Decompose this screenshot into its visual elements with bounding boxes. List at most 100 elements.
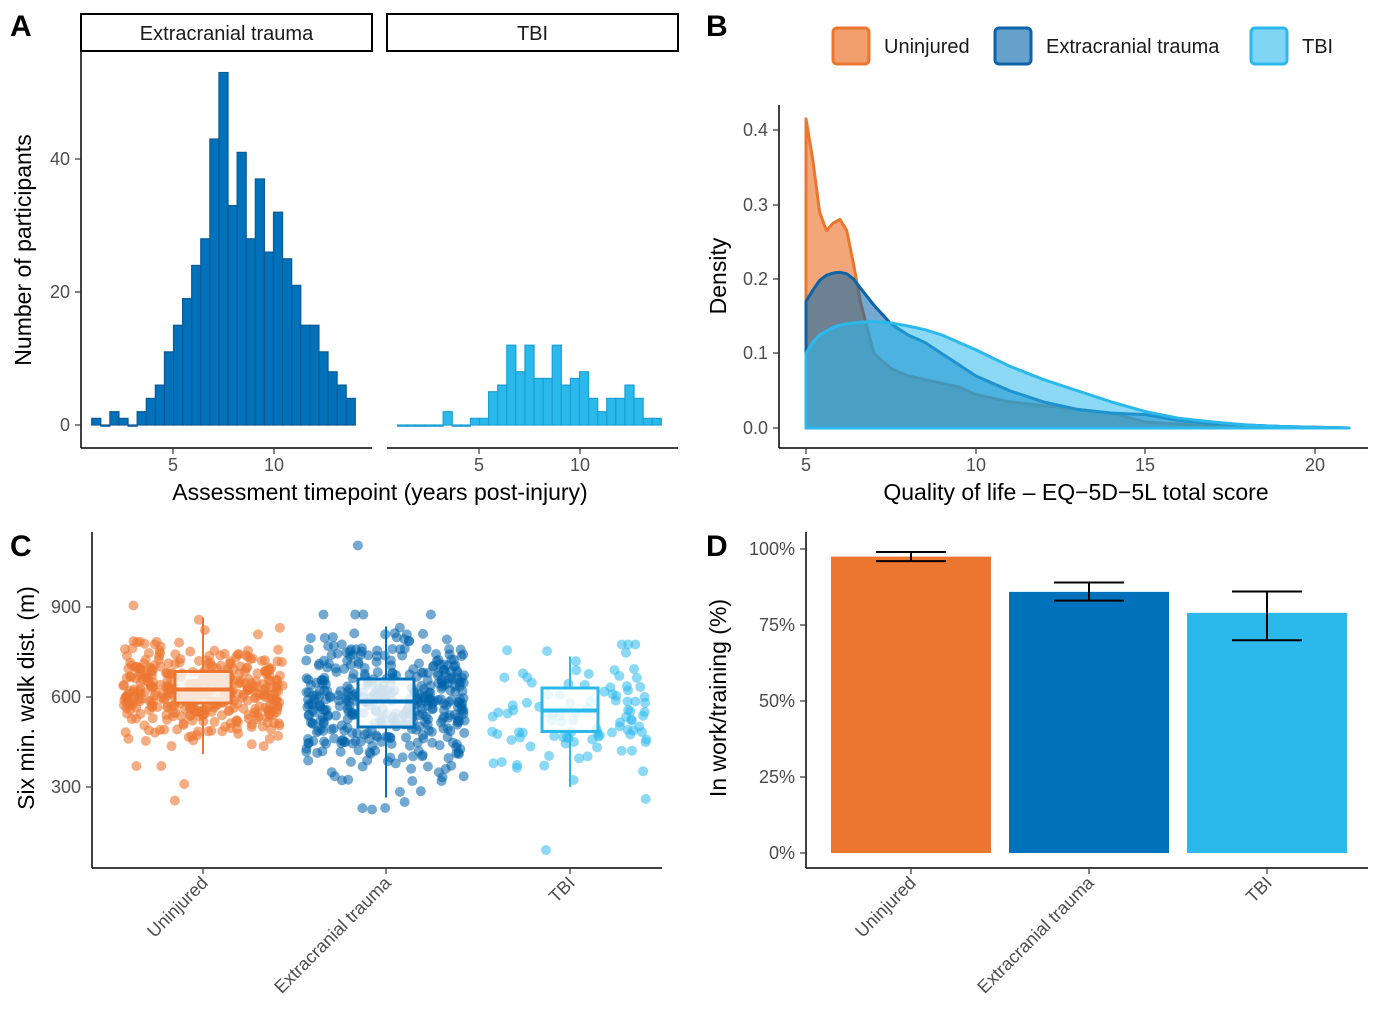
data-point bbox=[328, 640, 339, 651]
data-point bbox=[417, 708, 428, 719]
x-tick-d-extracranial: Extracranial trauma bbox=[973, 868, 1099, 997]
data-point bbox=[131, 713, 142, 724]
histogram-bar bbox=[642, 417, 653, 426]
histogram-bar bbox=[336, 384, 347, 426]
data-point bbox=[394, 786, 405, 797]
x-tick-d-tbi: TBI bbox=[1242, 868, 1276, 907]
data-point bbox=[178, 718, 189, 729]
histogram-bar bbox=[145, 397, 156, 426]
histogram-bar bbox=[172, 324, 184, 426]
y-tick-label-d-50: 50% bbox=[759, 691, 795, 711]
data-point bbox=[397, 752, 408, 763]
data-point bbox=[226, 658, 237, 669]
y-tick-label-d-25: 25% bbox=[759, 767, 795, 787]
boxplot-plot-area bbox=[118, 540, 652, 855]
data-point bbox=[350, 736, 361, 747]
y-tick-a-0: 0 bbox=[60, 415, 81, 435]
data-point bbox=[508, 705, 519, 716]
data-point bbox=[143, 725, 154, 736]
data-point bbox=[242, 695, 253, 706]
data-point bbox=[301, 655, 312, 666]
histogram-extracranial bbox=[91, 71, 356, 427]
y-tick-label-a-40: 40 bbox=[50, 149, 70, 169]
y-tick-label-c-600: 600 bbox=[51, 687, 81, 707]
data-point bbox=[422, 761, 433, 772]
outlier-point bbox=[352, 540, 363, 551]
x-tick-label-c-tbi: TBI bbox=[545, 873, 579, 907]
histogram-bar bbox=[578, 371, 590, 426]
data-point bbox=[630, 639, 641, 650]
histogram-bar bbox=[127, 424, 138, 427]
y-axis-title-a: Number of participants bbox=[10, 134, 36, 365]
data-point bbox=[457, 686, 468, 697]
data-point bbox=[512, 760, 523, 771]
data-point bbox=[400, 732, 411, 743]
data-point bbox=[311, 690, 322, 701]
panel-d-barchart: 0% 25% 50% 75% 100% Uninjured Extracrani… bbox=[705, 532, 1368, 997]
data-point bbox=[640, 794, 651, 804]
y-tick-c-600: 600 bbox=[51, 687, 92, 707]
data-point bbox=[517, 727, 528, 738]
data-point bbox=[252, 629, 263, 640]
histogram-bar bbox=[515, 371, 526, 426]
histogram-bar bbox=[109, 411, 120, 426]
histogram-bar bbox=[551, 344, 562, 426]
data-point bbox=[438, 665, 449, 676]
histogram-bar bbox=[181, 298, 193, 426]
data-point bbox=[453, 747, 464, 758]
data-point bbox=[256, 655, 267, 666]
data-point bbox=[163, 658, 174, 669]
data-point bbox=[243, 713, 254, 724]
bar bbox=[1009, 591, 1169, 853]
data-point bbox=[233, 728, 244, 739]
data-point bbox=[155, 648, 166, 659]
data-point bbox=[166, 741, 177, 752]
histogram-bar bbox=[497, 384, 508, 426]
y-tick-label-b-04: 0.4 bbox=[743, 120, 768, 140]
data-point bbox=[219, 648, 230, 659]
data-point bbox=[216, 710, 227, 721]
data-point bbox=[372, 645, 383, 656]
data-point bbox=[620, 647, 631, 658]
histogram-bar bbox=[633, 397, 644, 426]
data-point bbox=[389, 628, 400, 639]
data-point bbox=[610, 695, 621, 706]
data-point bbox=[414, 658, 425, 669]
data-point bbox=[303, 674, 314, 685]
histogram-bar bbox=[442, 411, 453, 426]
histogram-bar bbox=[406, 424, 417, 427]
data-point bbox=[582, 751, 593, 762]
data-point bbox=[623, 705, 634, 716]
box-iqr bbox=[173, 670, 233, 705]
data-point bbox=[444, 644, 455, 655]
data-point bbox=[243, 684, 254, 695]
data-point bbox=[372, 732, 383, 743]
data-point bbox=[315, 701, 326, 712]
data-point bbox=[347, 707, 358, 718]
data-point bbox=[539, 760, 550, 771]
x-tick-c-extracranial: Extracranial trauma bbox=[270, 868, 396, 997]
data-point bbox=[204, 650, 215, 661]
data-point bbox=[387, 643, 398, 654]
data-point bbox=[254, 701, 265, 712]
data-point bbox=[404, 740, 415, 751]
data-point bbox=[317, 746, 328, 757]
data-point bbox=[385, 655, 396, 666]
histogram-bar bbox=[606, 397, 617, 426]
data-point bbox=[387, 667, 398, 678]
legend-label-extracranial: Extracranial trauma bbox=[1046, 36, 1220, 58]
y-tick-a-20: 20 bbox=[50, 282, 81, 302]
histogram-bar bbox=[345, 397, 356, 426]
histogram-bar bbox=[506, 344, 517, 426]
outlier-point bbox=[540, 845, 551, 855]
facet-strip-extracranial bbox=[80, 13, 373, 52]
histogram-bar bbox=[587, 397, 599, 426]
data-point bbox=[335, 746, 346, 757]
data-point bbox=[326, 724, 337, 735]
data-point bbox=[451, 739, 462, 750]
data-point bbox=[364, 747, 375, 758]
x-tick-label-b-5: 5 bbox=[801, 455, 811, 475]
facet-strip-tbi bbox=[386, 13, 679, 52]
data-point bbox=[442, 723, 453, 734]
data-point bbox=[456, 651, 467, 662]
